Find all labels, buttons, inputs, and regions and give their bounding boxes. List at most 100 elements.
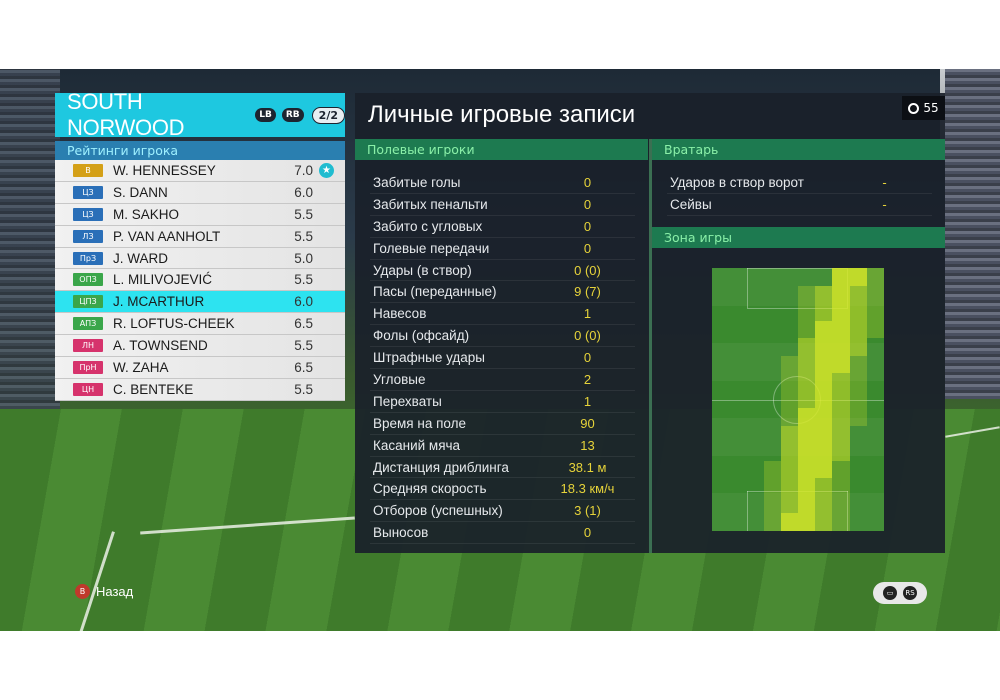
heatmap-cell [815,460,833,479]
rs-button-icon[interactable]: RS [903,586,917,600]
position-badge: ПрН [73,360,103,374]
stat-label: Удары (в створ) [373,262,472,278]
heatmap-cell [798,513,816,531]
heatmap-cell [815,390,833,409]
player-row[interactable]: ЦЗ S. DANN 6.0 [55,181,345,204]
heatmap-cell [849,268,867,286]
player-row[interactable]: ЦЗ M. SAKHO 5.5 [55,203,345,226]
position-badge: ЛЗ [73,229,103,243]
back-control[interactable]: B Назад [75,584,133,599]
heatmap-pitch-line [747,268,847,269]
stat-row: Средняя скорость 18.3 км/ч [370,478,635,501]
stat-row: Касаний мяча 13 [370,435,635,457]
heatmap-cell [832,355,850,374]
rb-button-icon[interactable]: RB [281,108,304,122]
position-badge: ЦПЗ [73,295,103,309]
stat-value: 0 (0) [574,328,601,344]
player-rating: 5.5 [294,228,313,244]
controller-icons: ▭ RS [873,582,927,604]
heatmap-cell [832,478,850,496]
player-rating: 5.5 [294,338,313,354]
player-row[interactable]: АПЗ R. LOFTUS-CHEEK 6.5 [55,313,345,336]
heatmap-cell [798,320,816,339]
heatmap-cell [832,408,850,426]
heatmap-cell [798,443,816,461]
page-indicator: 2/2 [311,106,345,124]
heatmap-cell [798,285,816,304]
heatmap-pitch-line [747,268,748,308]
heatmap-cell [798,460,816,479]
stat-row: Дистанция дриблинга 38.1 м [370,457,635,479]
stat-label: Угловые [373,371,426,387]
heatmap-cell [832,443,850,461]
stat-value: 38.1 м [568,459,607,475]
stat-row: Угловые 2 [370,369,635,391]
stat-value: 0 (0) [574,262,601,278]
heatmap-cell [832,425,850,444]
heatmap-cell [849,285,867,304]
heatmap-cell [866,303,884,321]
player-name: J. WARD [113,250,168,266]
stat-value: 2 [583,371,592,387]
player-row[interactable]: ЦПЗ J. MCARTHUR 6.0 [55,291,345,314]
play-zone-header: Зона игры [652,227,945,248]
field-players-header: Полевые игроки [355,139,648,160]
stat-label: Время на поле [373,415,466,431]
stat-label: Ударов в створ ворот [670,174,804,190]
chat-icon[interactable]: ▭ [883,586,897,600]
heatmap-cell [849,408,867,426]
clock-value: 55 [923,101,939,115]
heatmap-cell [849,320,867,339]
star-icon: ★ [319,163,334,178]
right-stand [945,69,1000,399]
stat-row: Голевые передачи 0 [370,238,635,260]
match-records-panel: Личные игровые записи 55 Полевые игроки … [355,93,945,553]
stat-value: 1 [583,393,592,409]
player-rating: 6.0 [294,294,313,310]
position-badge: ЛН [73,339,103,353]
player-row[interactable]: ЛН A. TOWNSEND 5.5 [55,335,345,358]
heatmap-cell [832,303,850,321]
stat-value: - [882,174,887,190]
player-row[interactable]: ЦН C. BENTEKE 5.5 [55,378,345,401]
heatmap-cell [798,303,816,321]
stat-value: 3 (1) [574,503,601,519]
player-rating: 5.5 [294,381,313,397]
player-row[interactable]: ПрН W. ZAHA 6.5 [55,357,345,379]
stat-label: Навесов [373,306,427,322]
b-button-icon[interactable]: B [75,584,90,599]
heatmap-cell [798,355,816,374]
back-label[interactable]: Назад [96,584,134,599]
player-rating: 7.0 [294,162,313,178]
heatmap-cell [780,478,798,496]
stat-label: Отборов (успешных) [373,503,503,519]
position-badge: ЦН [73,382,103,396]
lb-button-icon[interactable]: LB [255,108,276,122]
stat-label: Сейвы [670,196,712,212]
goalkeeper-stats: Ударов в створ ворот - Сейвы - [667,172,932,216]
heatmap-cell [815,285,833,304]
heatmap-cell [815,495,833,514]
player-name: A. TOWNSEND [113,338,208,354]
heatmap-cell [815,303,833,321]
player-rating: 5.0 [294,250,313,266]
heatmap-cell [815,373,833,391]
stat-label: Забитых пенальти [373,196,488,212]
heatmap-cell [798,373,816,391]
player-row[interactable]: ПрЗ J. WARD 5.0 [55,247,345,270]
heatmap-cell [798,408,816,426]
player-name: S. DANN [113,184,168,200]
player-row[interactable]: ЛЗ P. VAN AANHOLT 5.5 [55,225,345,248]
player-row[interactable]: ОПЗ L. MILIVOJEVIĆ 5.5 [55,269,345,292]
heatmap-cell [815,443,833,461]
player-row[interactable]: В W. HENNESSEY 7.0 ★ [55,160,345,182]
player-name: C. BENTEKE [113,381,194,397]
heatmap-cell [763,495,781,514]
heatmap-cell [815,320,833,339]
player-name: W. ZAHA [113,359,169,375]
stat-value: - [882,196,887,212]
heatmap-cell [780,355,798,374]
position-badge: В [73,163,103,177]
heatmap-pitch-line [847,491,848,531]
heatmap-cell [849,303,867,321]
